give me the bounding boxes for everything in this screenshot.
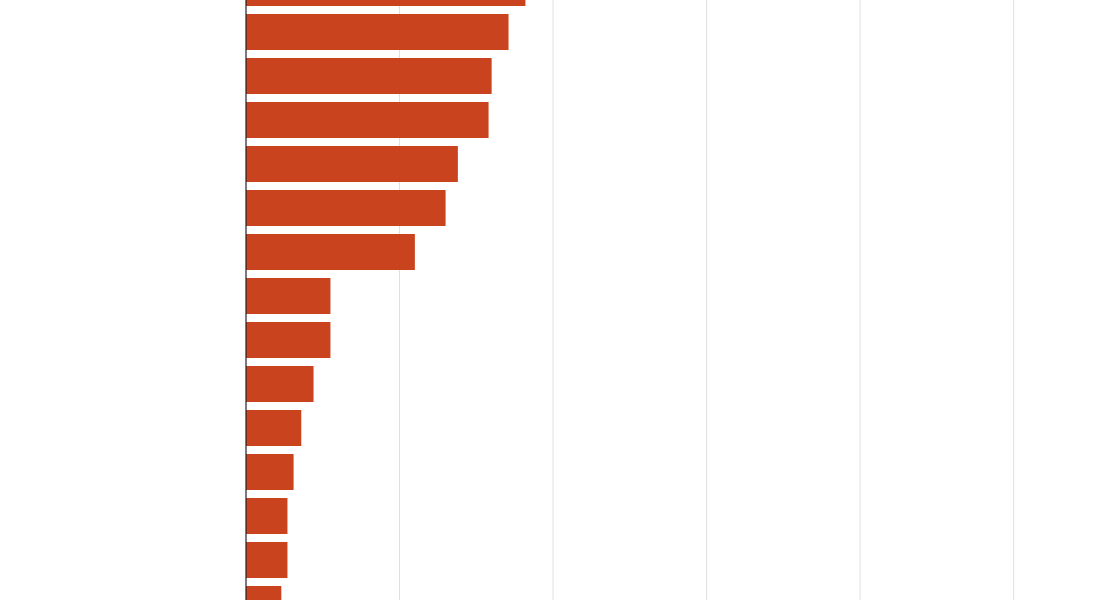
bar	[246, 322, 331, 358]
bar	[246, 278, 331, 314]
bar	[246, 542, 288, 578]
bar	[246, 410, 302, 446]
bar	[246, 0, 526, 6]
bar	[246, 498, 288, 534]
bar	[246, 146, 458, 182]
bar	[246, 58, 492, 94]
bar	[246, 454, 294, 490]
bar	[246, 14, 509, 50]
bar	[246, 586, 282, 600]
bar	[246, 234, 415, 270]
bar	[246, 366, 314, 402]
bar	[246, 102, 489, 138]
bar	[246, 190, 446, 226]
